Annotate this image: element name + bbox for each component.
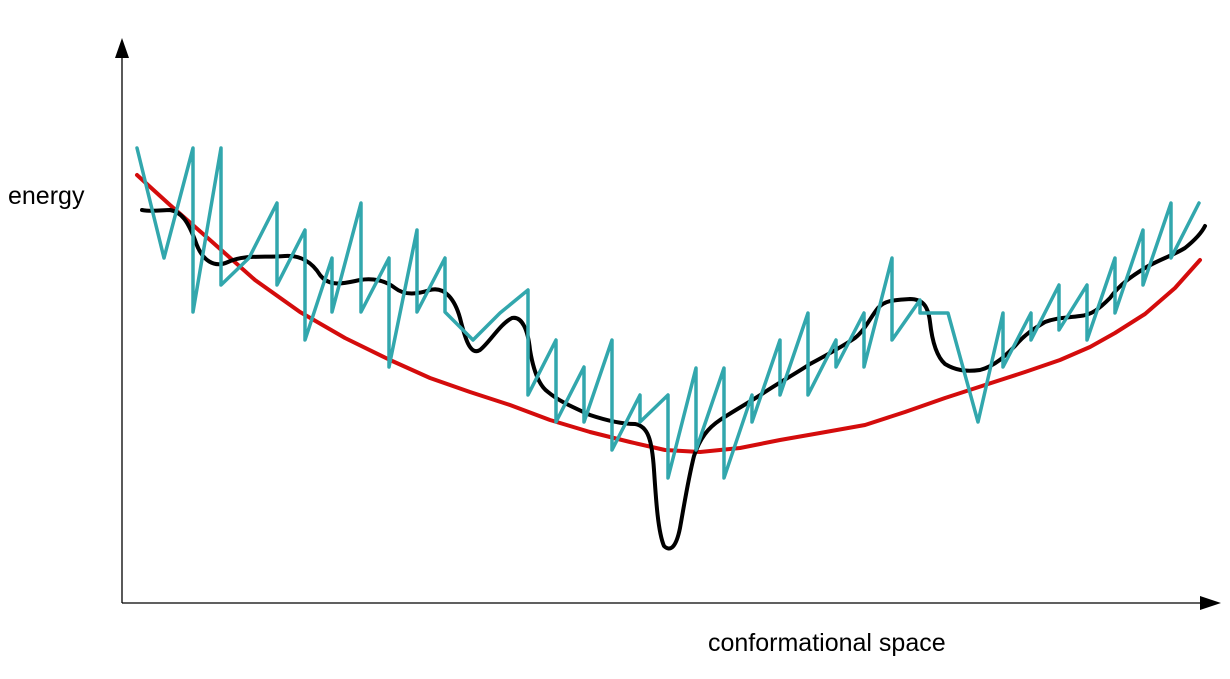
- teal-sampled-curve: [135, 146, 1201, 480]
- axes: [115, 38, 1221, 610]
- red-smooth-curve: [135, 173, 1202, 454]
- x-axis-label: conformational space: [708, 629, 946, 657]
- x-axis-arrowhead: [1200, 596, 1221, 610]
- y-axis-label: energy: [8, 182, 85, 210]
- black-rugged-curve: [140, 208, 1207, 551]
- y-axis-arrowhead: [115, 38, 129, 58]
